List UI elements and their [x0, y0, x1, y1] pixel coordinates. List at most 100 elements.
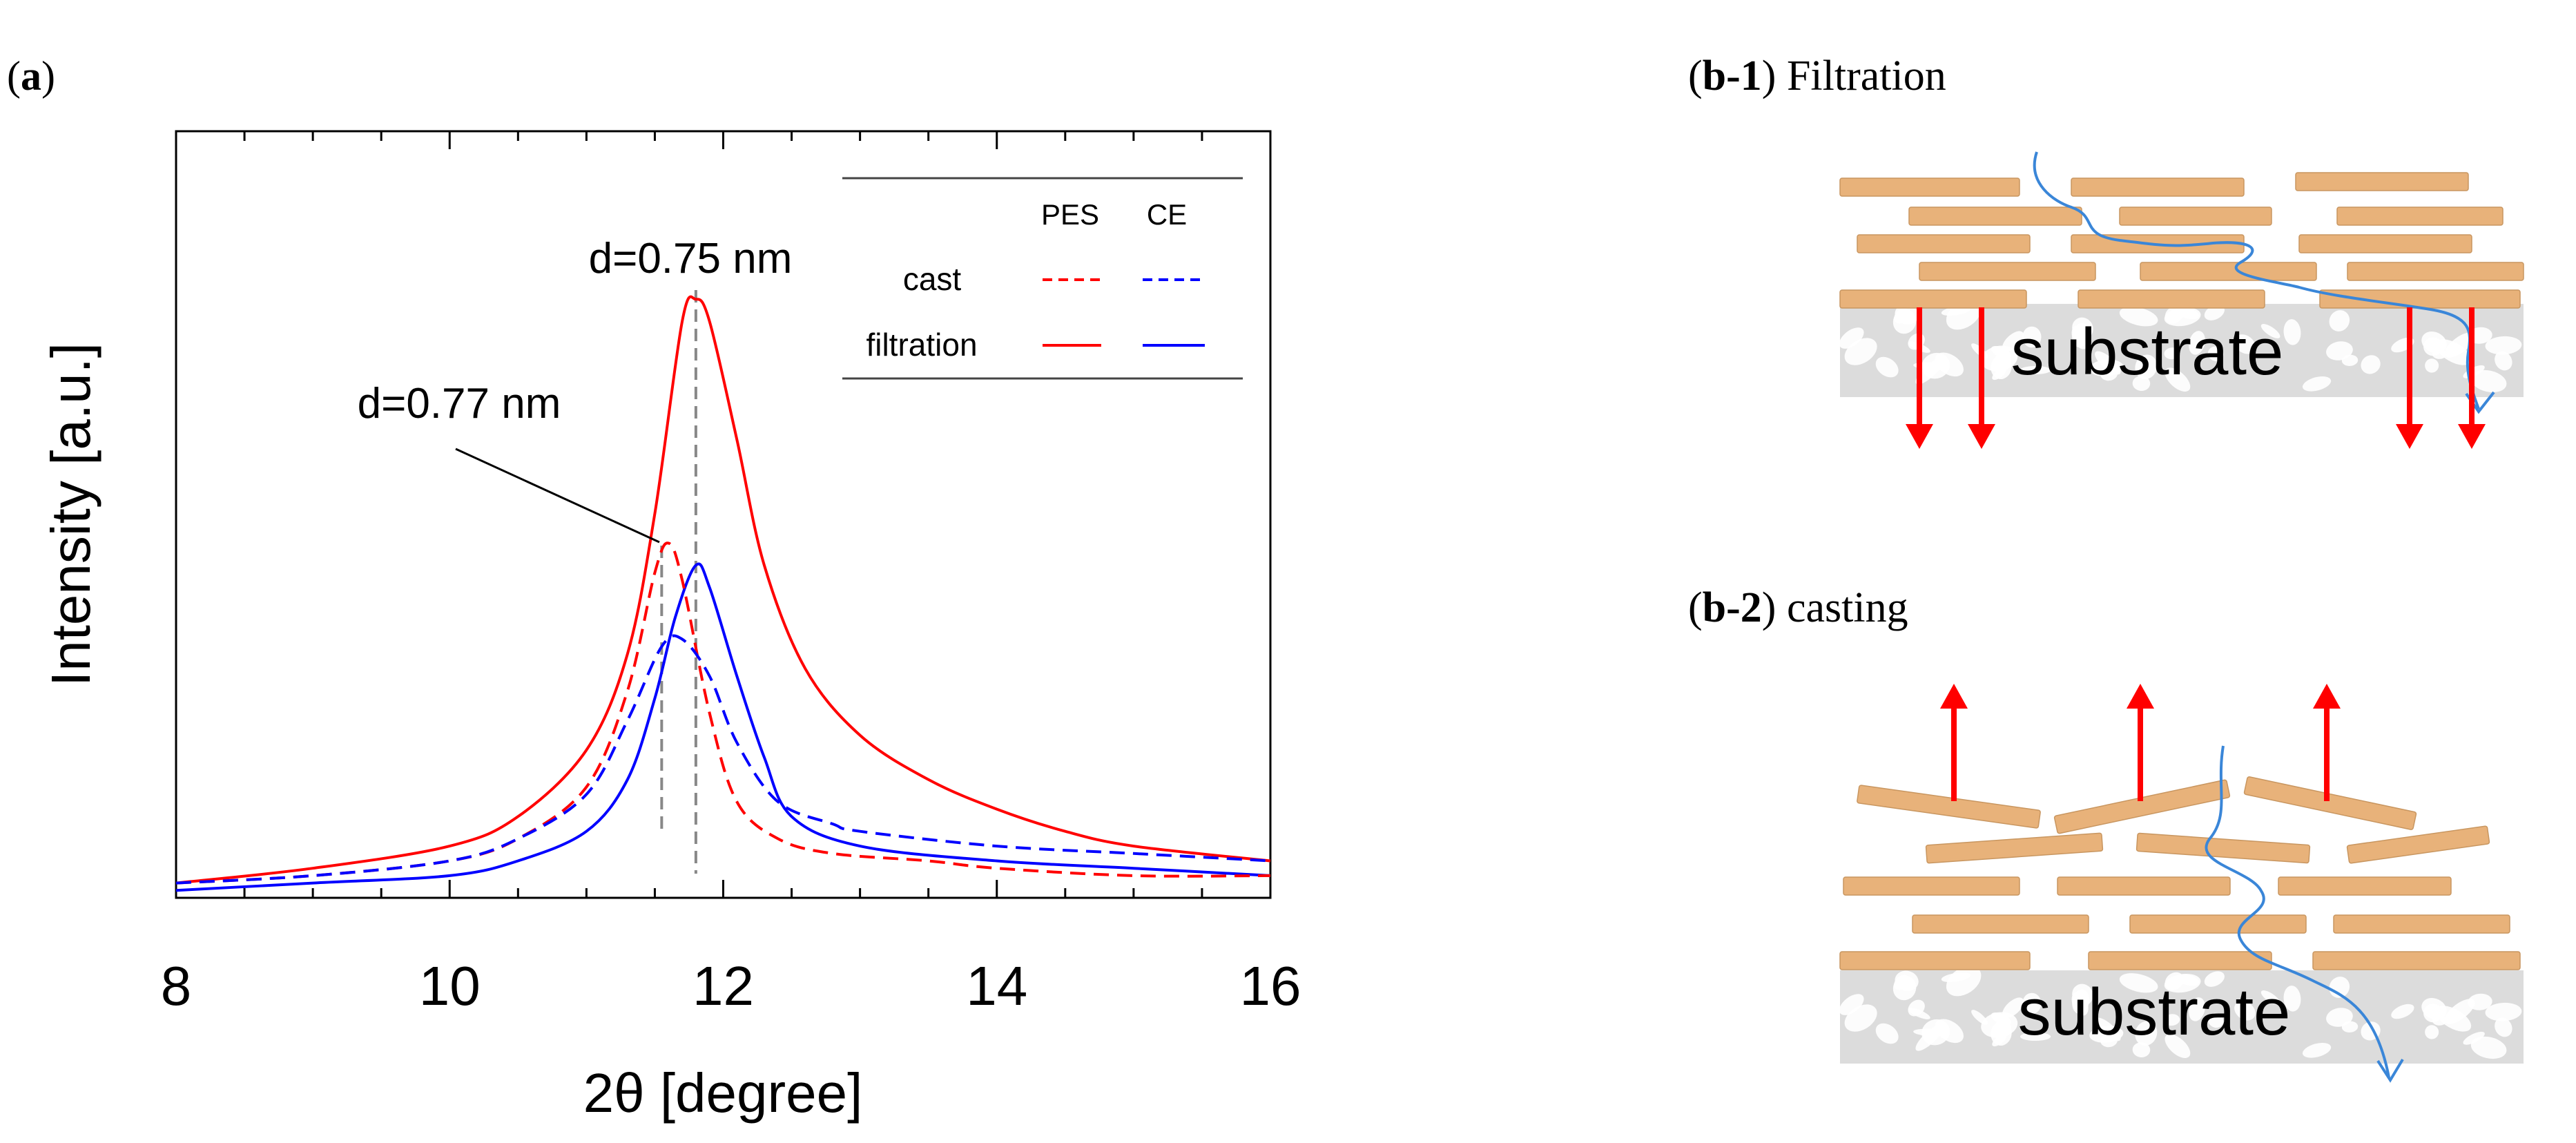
substrate-pore: [2260, 324, 2280, 338]
substrate-pore: [2234, 1001, 2256, 1021]
flake: [2333, 914, 2510, 934]
substrate-label-b2: substrate: [2018, 975, 2291, 1049]
flake: [2278, 876, 2452, 896]
flake: [2312, 951, 2521, 970]
series-line-2: [175, 541, 1271, 885]
substrate-pore: [2119, 973, 2158, 993]
flake: [1843, 876, 2020, 896]
substrate-pore: [2135, 1021, 2158, 1046]
substrate-pore: [2432, 1015, 2448, 1026]
substrate-pore: [2444, 999, 2475, 1024]
flake: [2088, 951, 2272, 970]
substrate-texture-b1: [1839, 299, 2522, 393]
substrate-pore: [2283, 986, 2301, 1012]
series-line-3: [175, 634, 1271, 885]
panel-a-label: (a): [7, 53, 55, 99]
up-arrow-head: [2127, 684, 2154, 709]
substrate-pore: [2234, 334, 2256, 354]
legend-row-filtration: filtration: [866, 327, 977, 363]
substrate-pore: [1981, 1012, 2018, 1038]
compaction-arrows-b1: [1906, 307, 2486, 449]
xrd-chart: 8 10 12 14 16 Intensity [a.u.] 2θ [degree] d…: [40, 130, 1301, 1124]
substrate-pore: [2207, 346, 2224, 362]
down-arrow-head: [2458, 424, 2486, 449]
substrate-pore: [2302, 1042, 2332, 1058]
substrate-pore: [2485, 1002, 2522, 1021]
flake: [1839, 289, 2027, 309]
flow-arrowhead-b2: [2376, 1058, 2404, 1083]
substrate-pore: [1981, 345, 2018, 372]
flake: [2347, 262, 2524, 281]
flake: [1919, 262, 2096, 281]
flake: [1857, 785, 2041, 829]
flake: [1839, 177, 2020, 197]
x-ticks: [175, 131, 1272, 898]
substrate-pore: [2100, 1033, 2118, 1048]
substrate-pore: [2072, 989, 2089, 1015]
substrate-pore: [2329, 310, 2350, 332]
x-tick-label: 16: [1240, 955, 1301, 1017]
flake: [2243, 776, 2417, 830]
flow-path-b2: [2205, 745, 2390, 1078]
substrate-pore: [2189, 997, 2205, 1021]
substrate-pore: [2495, 1017, 2512, 1037]
flakes-b2: [1839, 776, 2521, 970]
substrate-pore: [2326, 341, 2353, 361]
x-tick-labels: 8 10 12 14 16: [161, 955, 1301, 1017]
x-tick-label: 10: [419, 955, 481, 1017]
substrate-label-b1: substrate: [2011, 315, 2284, 389]
substrate-pore: [1892, 975, 1917, 1001]
substrate-pore: [2361, 355, 2381, 374]
flake: [2295, 172, 2469, 191]
legend-col-ce: CE: [1147, 198, 1187, 231]
filtration-diagram: substrate: [1839, 151, 2524, 449]
panel-b2-label: (b-2) casting: [1688, 584, 1908, 631]
substrate-pore: [2283, 319, 2301, 345]
series-line-0: [175, 295, 1271, 885]
substrate-pore: [2204, 305, 2225, 320]
flake: [2336, 206, 2504, 226]
casting-diagram: substrate: [1839, 684, 2524, 1083]
flake: [2140, 262, 2317, 281]
substrate-pore: [2302, 376, 2332, 392]
substrate-pore: [2495, 351, 2512, 371]
x-axis-label: 2θ [degree]: [583, 1062, 863, 1124]
flow-path-b1: [2033, 151, 2480, 410]
substrate-pore: [2164, 347, 2180, 360]
flake: [2078, 289, 2265, 309]
substrate-pore: [2072, 323, 2089, 348]
substrate-pore: [2485, 336, 2522, 355]
substrate-pore: [2020, 1032, 2051, 1041]
substrate-pore: [1908, 999, 1925, 1017]
substrate-pore: [2326, 1008, 2353, 1027]
annotation-d077: d=0.77 nm: [358, 380, 561, 428]
up-arrow-head: [1940, 684, 1968, 709]
substrate-pore: [2176, 974, 2200, 986]
down-arrow-head: [1906, 424, 1933, 449]
x-tick-label: 14: [966, 955, 1027, 1017]
flake: [1908, 206, 2082, 226]
legend-row-cast: cast: [903, 261, 962, 297]
flake: [2319, 289, 2521, 309]
substrate-pore: [2132, 376, 2151, 392]
flake: [2136, 832, 2311, 864]
substrate-pore: [2165, 367, 2191, 392]
substrate-pore: [1839, 327, 1864, 349]
substrate-pore: [2020, 365, 2051, 375]
y-axis-label: Intensity [a.u.]: [40, 343, 101, 686]
substrate-pore: [2425, 358, 2439, 373]
substrate-pore: [2135, 354, 2158, 380]
flake: [2119, 206, 2272, 226]
substrate-pore: [2022, 992, 2042, 1015]
legend: PES CE cast filtration: [842, 177, 1243, 380]
series-group: [175, 295, 1271, 892]
flake: [1925, 832, 2104, 864]
substrate-pore: [2164, 1014, 2180, 1026]
series-line-1: [175, 562, 1271, 892]
substrate-pore: [2022, 326, 2042, 348]
down-arrow-head: [2396, 424, 2423, 449]
substrate-pore: [2132, 1042, 2151, 1058]
substrate-pore: [2470, 369, 2507, 393]
flakes-b1: [1839, 172, 2524, 309]
